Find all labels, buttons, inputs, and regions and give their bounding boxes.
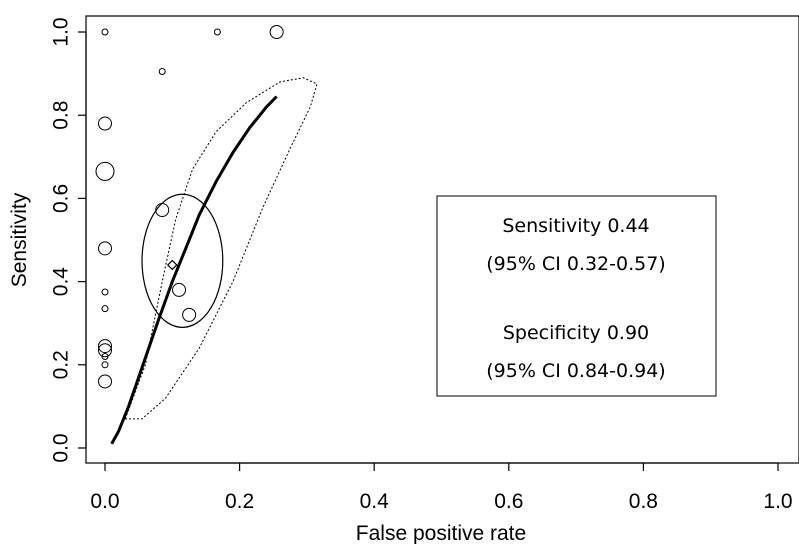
x-tick-label: 0.4	[360, 490, 390, 513]
y-tick-label: 0.8	[50, 101, 73, 130]
study-point	[101, 28, 109, 36]
study-point	[158, 68, 166, 76]
study-point	[98, 241, 112, 256]
summary-annotation-box: Sensitivity 0.44 (95% CI 0.32-0.57) Spec…	[436, 195, 717, 397]
specificity-estimate: Specificity 0.90	[503, 322, 649, 344]
x-tick-label: 1.0	[763, 490, 792, 513]
y-axis: 0.0 0.2 0.4 0.6 0.8 1.0 Sensitivity	[8, 17, 87, 463]
x-tick-label: 0.0	[90, 490, 119, 513]
x-tick-label: 0.2	[225, 490, 254, 513]
y-axis-title: Sensitivity	[8, 192, 31, 287]
study-point	[98, 116, 112, 131]
sensitivity-ci: (95% CI 0.32-0.57)	[486, 253, 665, 275]
prediction-region	[124, 77, 318, 420]
study-point	[172, 282, 187, 297]
study-point	[155, 203, 170, 218]
sensitivity-estimate: Sensitivity 0.44	[502, 215, 649, 237]
study-point	[101, 288, 109, 296]
y-tick-label: 0.6	[50, 184, 73, 213]
study-point	[269, 25, 284, 39]
study-point	[98, 339, 112, 354]
study-points	[95, 25, 284, 389]
study-point	[101, 305, 109, 313]
x-axis-title: False positive rate	[356, 522, 526, 544]
specificity-ci: (95% CI 0.84-0.94)	[486, 360, 665, 382]
y-tick-label: 0.0	[50, 433, 73, 462]
study-point	[95, 161, 115, 181]
study-point	[98, 374, 112, 389]
regions	[110, 77, 318, 445]
x-tick-label: 0.8	[629, 490, 658, 513]
sroc-curve	[110, 95, 278, 445]
study-point	[182, 307, 197, 322]
study-point	[213, 28, 221, 36]
x-tick-label: 0.6	[494, 490, 523, 513]
y-tick-label: 1.0	[50, 17, 73, 46]
x-axis: 0.0 0.2 0.4 0.6 0.8 1.0 False positive rate	[90, 462, 793, 544]
annotation-frame	[436, 195, 717, 397]
study-point	[98, 343, 112, 358]
study-point	[101, 352, 109, 360]
study-point	[101, 361, 109, 369]
y-tick-label: 0.2	[50, 350, 73, 379]
summary-point	[166, 259, 178, 271]
confidence-region	[141, 193, 224, 328]
y-tick-label: 0.4	[50, 267, 73, 297]
